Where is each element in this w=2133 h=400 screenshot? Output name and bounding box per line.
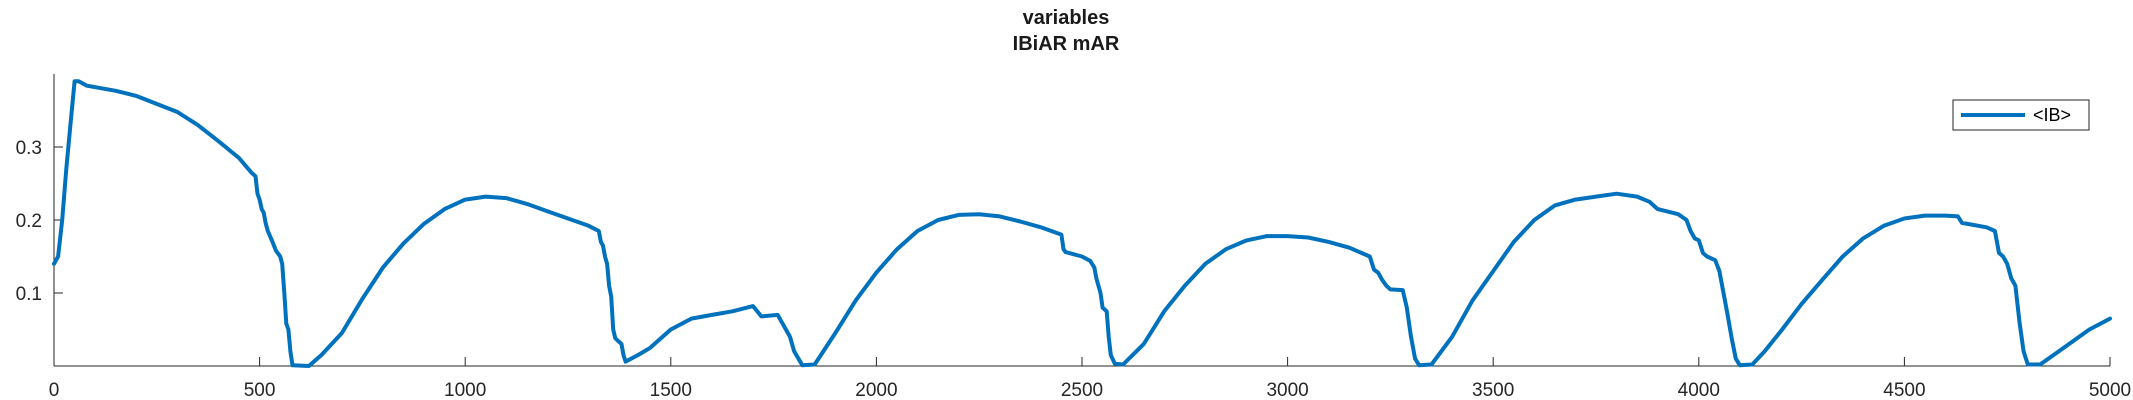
x-tick-label: 2500 — [1061, 380, 1103, 400]
legend-label: <IB> — [2033, 105, 2071, 125]
chart-axes: 0 500 1000 1500 2000 2500 3000 3500 4000 4500 5000… — [16, 74, 2131, 400]
plot-area — [52, 79, 2112, 368]
x-tick-label: 5000 — [2089, 380, 2131, 400]
x-tick-label: 4500 — [1883, 380, 1925, 400]
x-tick-label: 1500 — [650, 380, 692, 400]
chart-title-line1: variables — [1023, 7, 1110, 29]
x-tick-label: 500 — [244, 380, 276, 400]
y-tick-label: 0.1 — [16, 284, 42, 305]
series-line — [52, 79, 2112, 368]
chart-legend: <IB> — [1952, 99, 2090, 131]
x-tick-label: 0 — [49, 380, 60, 400]
y-tick-label: 0.2 — [16, 211, 42, 232]
x-tick-label: 3500 — [1472, 380, 1514, 400]
y-tick-label: 0.3 — [16, 138, 42, 159]
x-tick-label: 1000 — [444, 380, 486, 400]
x-tick-label: 4000 — [1678, 380, 1720, 400]
x-tick-label: 2000 — [855, 380, 897, 400]
x-tick-label: 3000 — [1266, 380, 1308, 400]
chart-title-line2: IBiAR mAR — [1013, 33, 1120, 55]
